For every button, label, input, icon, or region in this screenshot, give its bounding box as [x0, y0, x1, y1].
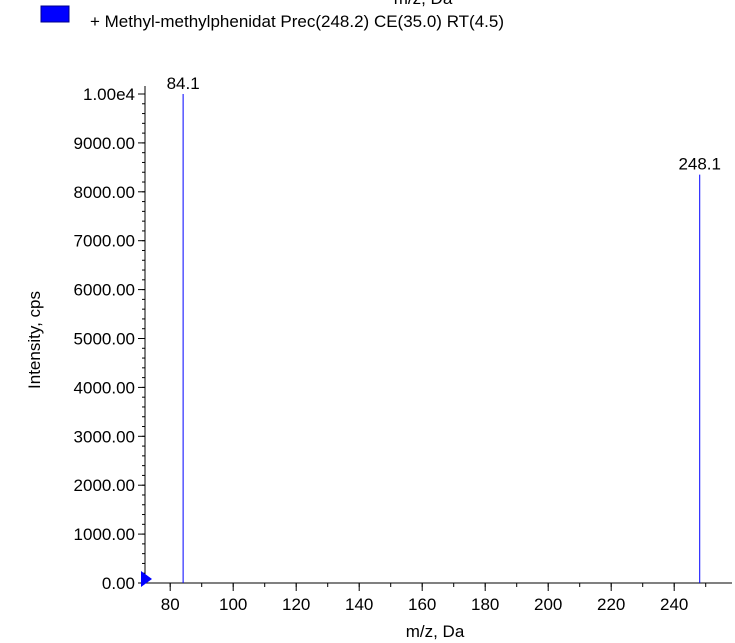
origin-marker-icon [141, 571, 152, 587]
x-axis-title: m/z, Da [406, 622, 465, 641]
y-tick-label: 2000.00 [74, 476, 135, 495]
y-tick-label: 4000.00 [74, 378, 135, 397]
y-tick-label: 9000.00 [74, 134, 135, 153]
y-tick-label: 1.00e4 [83, 85, 135, 104]
y-tick-label: 1000.00 [74, 525, 135, 544]
y-tick-label: 3000.00 [74, 427, 135, 446]
x-tick-label: 160 [408, 595, 436, 614]
clipped-heading: m/z, Da [394, 0, 453, 8]
x-tick-label: 200 [534, 595, 562, 614]
x-tick-label: 180 [471, 595, 499, 614]
x-tick-label: 240 [660, 595, 688, 614]
peak-label: 248.1 [678, 155, 721, 174]
x-tick-label: 80 [161, 595, 180, 614]
peak-label: 84.1 [167, 74, 200, 93]
x-tick-label: 120 [282, 595, 310, 614]
y-tick-label: 0.00 [102, 574, 135, 593]
y-axis-title: Intensity, cps [25, 291, 44, 389]
peaks: 84.1 248.1 [167, 74, 721, 583]
y-tick-label: 7000.00 [74, 232, 135, 251]
legend-entry: + Methyl-methylphenidat Prec(248.2) CE(3… [90, 12, 504, 31]
y-tick-label: 6000.00 [74, 281, 135, 300]
legend-swatch [40, 5, 70, 23]
x-tick-label: 140 [345, 595, 373, 614]
y-tick-label: 8000.00 [74, 183, 135, 202]
x-tick-label: 220 [597, 595, 625, 614]
x-tick-label: 100 [219, 595, 247, 614]
axes: 0.00 1000.00 2000.00 3000.00 4000.00 5000.00 6… [74, 85, 732, 614]
y-tick-label: 5000.00 [74, 330, 135, 349]
